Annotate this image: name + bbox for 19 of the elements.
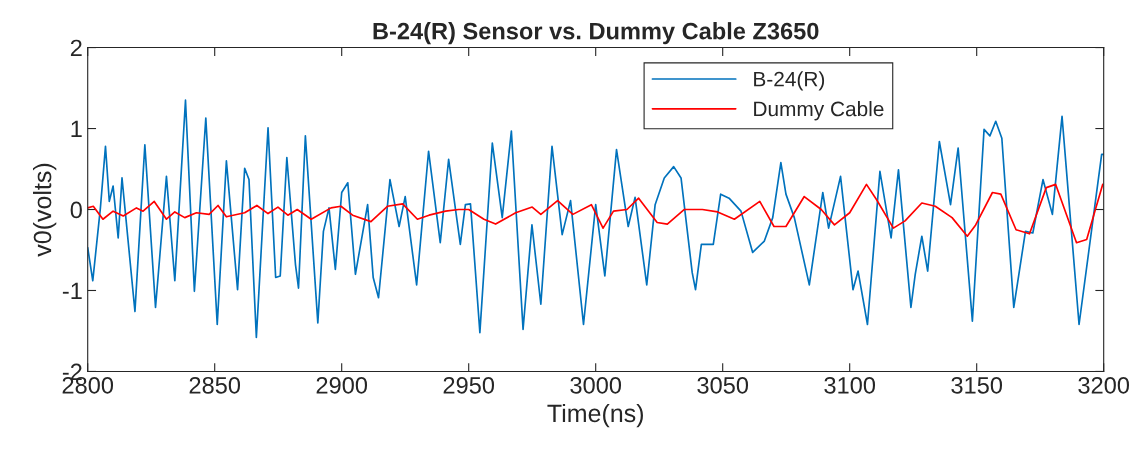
x-tick-label: 3150 bbox=[951, 376, 1003, 394]
x-tick-label: 3000 bbox=[570, 376, 622, 394]
chart-title: B-24(R) Sensor vs. Dummy Cable Z3650 bbox=[373, 22, 819, 45]
x-tick-label: 2900 bbox=[316, 376, 368, 394]
y-tick-label: 1 bbox=[71, 120, 82, 138]
legend-label: B-24(R) bbox=[754, 71, 825, 91]
y-tick-label: 0 bbox=[70, 201, 82, 219]
x-tick-label: 2850 bbox=[189, 376, 241, 394]
legend-label: Dummy Cable bbox=[754, 101, 884, 121]
y-axis-title: v0(volts) bbox=[32, 163, 57, 257]
line-series bbox=[87, 99, 1104, 339]
x-tick-label: 3200 bbox=[1078, 376, 1130, 394]
line-series bbox=[87, 183, 1104, 244]
x-tick-label: 3100 bbox=[824, 376, 876, 394]
x-tick-label: 2950 bbox=[443, 376, 495, 394]
y-tick-label: 2 bbox=[70, 39, 82, 57]
x-axis-title: Time(ns) bbox=[547, 403, 643, 428]
y-tick-label: -1 bbox=[62, 282, 82, 300]
x-tick-label: 3050 bbox=[697, 376, 749, 394]
